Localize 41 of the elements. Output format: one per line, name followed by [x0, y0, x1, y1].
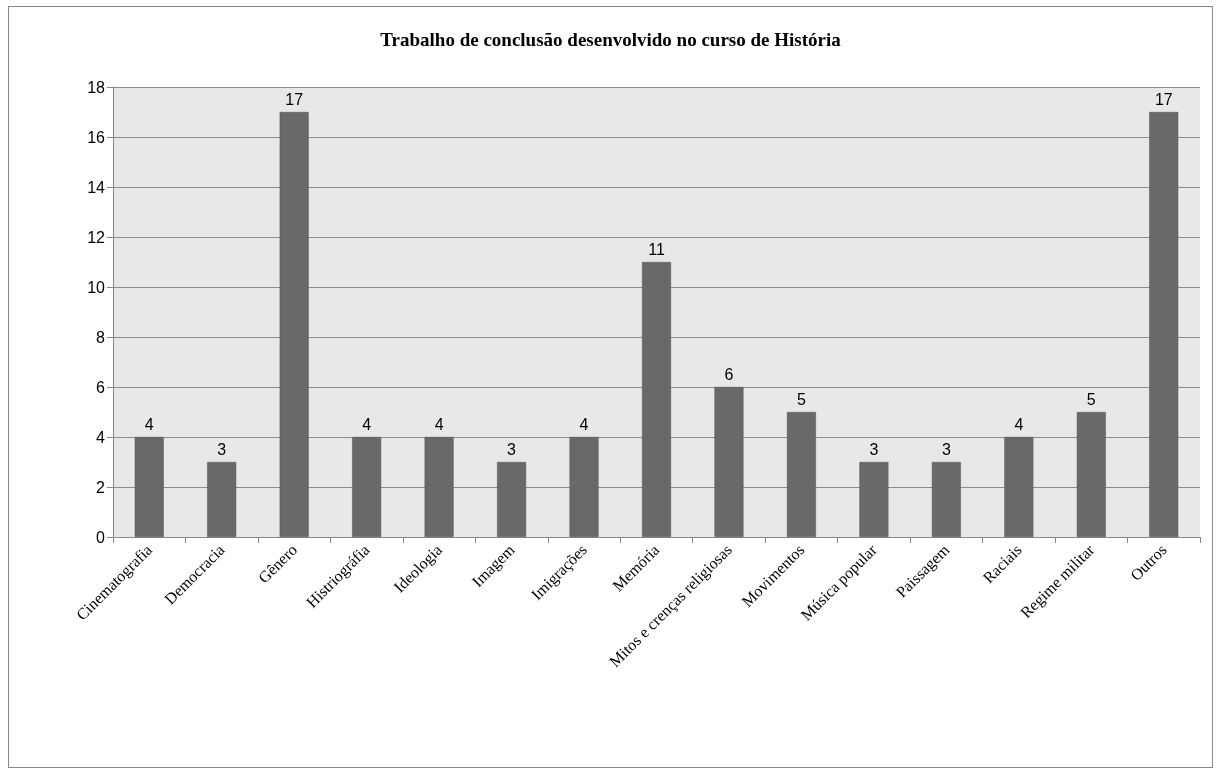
y-tick-label: 12	[87, 228, 106, 246]
data-label: 11	[648, 240, 665, 258]
y-tick-label: 0	[96, 528, 106, 546]
bar	[424, 437, 454, 537]
data-label: 17	[1154, 90, 1173, 108]
data-label: 6	[724, 365, 734, 383]
bar	[786, 412, 816, 537]
y-tick-label: 8	[96, 328, 106, 346]
data-label: 5	[1086, 390, 1096, 408]
y-tick-label: 2	[96, 478, 106, 496]
bar	[642, 262, 671, 537]
bar	[134, 437, 164, 537]
y-tick-label: 18	[87, 78, 106, 96]
y-tick-label: 10	[87, 278, 106, 296]
data-label: 3	[941, 440, 951, 458]
bar	[497, 462, 527, 537]
bar	[859, 462, 889, 537]
bar	[569, 437, 599, 537]
data-label: 5	[796, 390, 806, 408]
bar	[207, 462, 237, 537]
data-label: 3	[869, 440, 879, 458]
data-label: 4	[434, 415, 444, 433]
bar	[931, 462, 961, 537]
y-tick-label: 4	[96, 428, 106, 446]
data-label: 4	[579, 415, 589, 433]
bar	[352, 437, 382, 537]
data-label: 3	[217, 440, 227, 458]
data-label: 4	[1014, 415, 1024, 433]
bar	[714, 387, 744, 537]
bar	[1149, 112, 1179, 537]
bar	[1004, 437, 1034, 537]
y-tick-label: 14	[87, 178, 106, 196]
bar	[1076, 412, 1106, 537]
data-label: 3	[507, 440, 517, 458]
chart-title: Trabalho de conclusão desenvolvido no curso de História	[380, 29, 842, 50]
y-tick-label: 16	[87, 128, 106, 146]
bar	[279, 112, 309, 537]
y-tick-label: 6	[96, 378, 106, 396]
data-label: 4	[144, 415, 154, 433]
data-label: 4	[362, 415, 372, 433]
data-label: 17	[285, 90, 304, 108]
